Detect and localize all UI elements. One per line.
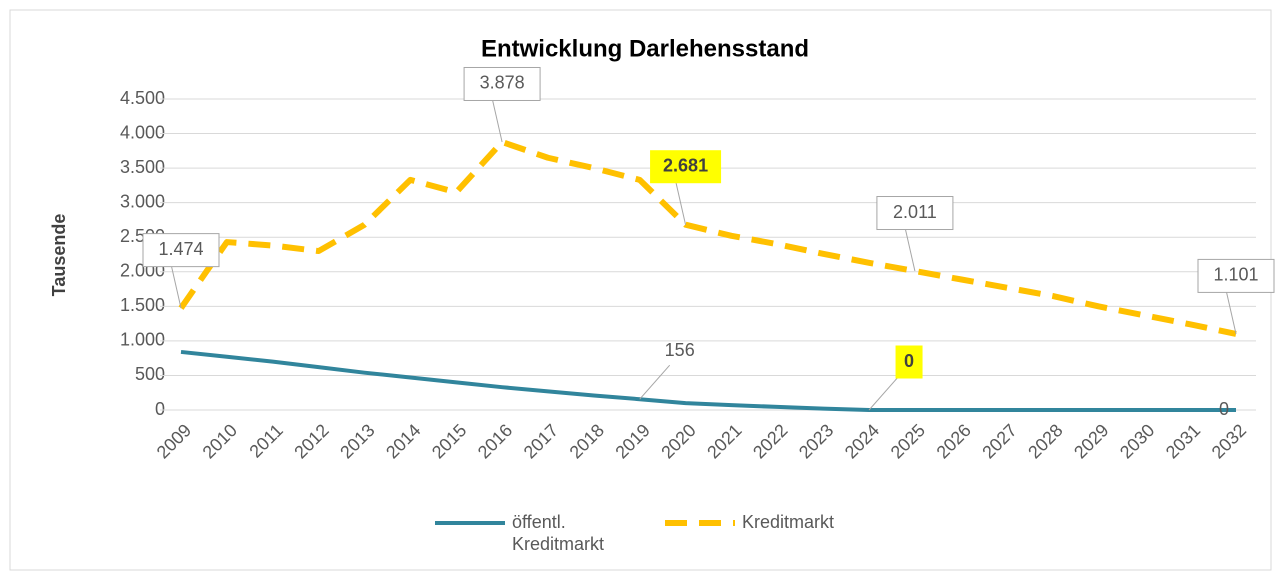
- label-box: [142, 233, 220, 268]
- leader-line: [868, 375, 900, 411]
- y-tick-label: 1.000: [120, 330, 165, 350]
- data-label: 0: [904, 351, 914, 371]
- data-label: 2.681: [663, 155, 708, 175]
- legend-label: Kreditmarkt: [742, 512, 835, 532]
- line-series: [180, 349, 1236, 412]
- data-label: 3.878: [480, 73, 525, 93]
- chart-title: Entwicklung Darlehensstand: [481, 35, 809, 62]
- label-box: [876, 196, 954, 231]
- data-label: 1.474: [158, 239, 203, 259]
- leader-line: [904, 226, 916, 272]
- chart-border: [9, 9, 1272, 571]
- data-label: 1.101: [1213, 265, 1258, 285]
- line-series: [178, 138, 1237, 337]
- label-box: [895, 345, 923, 379]
- y-tick-label: 1.500: [120, 295, 165, 315]
- y-tick-label: 4.000: [120, 122, 165, 142]
- leader-line: [639, 364, 671, 400]
- y-tick-label: 3.000: [120, 191, 165, 211]
- y-axis-label: Tausende: [49, 214, 69, 297]
- y-tick-label: 3.500: [120, 157, 165, 177]
- y-tick-label: 500: [135, 364, 165, 384]
- y-tick-label: 0: [155, 399, 165, 419]
- y-tick-label: 4.500: [120, 88, 165, 108]
- label-box: [463, 66, 541, 101]
- label-box: [1197, 258, 1275, 293]
- leader-line: [491, 97, 503, 143]
- leader-line: [170, 264, 182, 309]
- data-label: 2.011: [893, 202, 937, 222]
- label-box: [650, 150, 722, 184]
- leader-line: [675, 180, 687, 225]
- leader-line: [1225, 289, 1237, 335]
- legend-label: öffentl. Kreditmarkt: [512, 512, 605, 554]
- data-label: 156: [665, 340, 695, 360]
- data-label: 0: [1219, 399, 1229, 419]
